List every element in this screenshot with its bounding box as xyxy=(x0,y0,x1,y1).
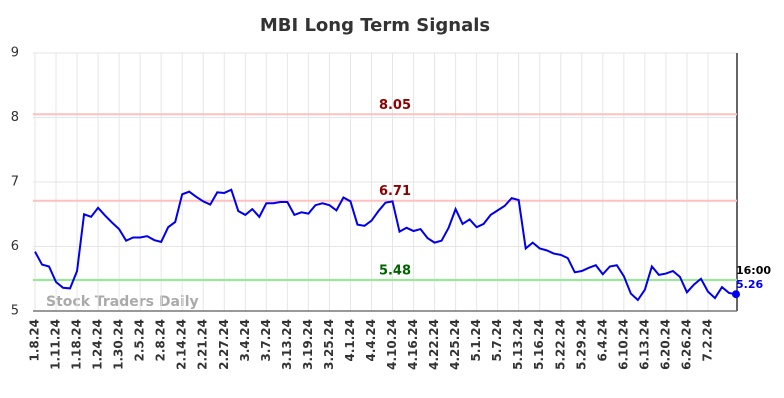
x-tick-label: 1.8.24 xyxy=(28,319,42,362)
y-tick-label: 7 xyxy=(11,175,19,190)
x-tick-label: 3.25.24 xyxy=(322,319,336,370)
x-tick-label: 3.4.24 xyxy=(238,319,252,362)
x-tick-label: 7.2.24 xyxy=(700,319,714,362)
x-tick-label: 1.30.24 xyxy=(112,319,126,370)
x-tick-label: 2.27.24 xyxy=(217,319,231,370)
x-tick-label: 5.7.24 xyxy=(490,319,504,362)
y-tick-label: 9 xyxy=(11,46,19,61)
x-tick-label: 1.24.24 xyxy=(91,319,105,370)
x-tick-label: 6.20.24 xyxy=(658,319,672,370)
x-tick-label: 2.14.24 xyxy=(175,319,189,370)
x-tick-label: 6.13.24 xyxy=(637,319,651,370)
x-tick-label: 4.10.24 xyxy=(385,319,399,370)
x-tick-label: 5.1.24 xyxy=(469,319,483,362)
watermark: Stock Traders Daily xyxy=(46,294,199,310)
y-tick-label: 6 xyxy=(11,239,19,254)
y-tick-label: 8 xyxy=(11,110,19,125)
x-tick-label: 6.26.24 xyxy=(679,319,693,370)
x-tick-label: 6.4.24 xyxy=(595,319,609,362)
x-tick-label: 4.4.24 xyxy=(364,319,378,362)
x-tick-label: 1.18.24 xyxy=(70,319,84,370)
x-tick-label: 4.22.24 xyxy=(427,319,441,370)
x-tick-label: 2.5.24 xyxy=(133,319,147,362)
x-tick-label: 3.13.24 xyxy=(280,319,294,370)
x-tick-label: 2.8.24 xyxy=(154,319,168,362)
x-tick-label: 3.19.24 xyxy=(301,319,315,370)
chart-title: MBI Long Term Signals xyxy=(260,15,490,36)
x-tick-label: 2.21.24 xyxy=(196,319,210,370)
last-value-label: 5.26 xyxy=(736,278,763,291)
x-tick-label: 5.13.24 xyxy=(511,319,525,370)
last-point xyxy=(732,290,740,299)
x-tick-label: 6.10.24 xyxy=(616,319,630,370)
signal-label: 6.71 xyxy=(379,184,411,199)
x-tick-label: 4.16.24 xyxy=(406,319,420,370)
y-tick-label: 5 xyxy=(11,304,19,319)
time-label: 16:00 xyxy=(736,264,771,277)
signal-label: 5.48 xyxy=(379,264,411,279)
series-line xyxy=(34,188,737,302)
x-tick-label: 5.16.24 xyxy=(532,319,546,370)
x-tick-label: 5.22.24 xyxy=(553,319,567,370)
x-tick-label: 4.1.24 xyxy=(343,319,357,362)
x-tick-label: 1.11.24 xyxy=(49,319,63,370)
x-tick-label: 3.7.24 xyxy=(259,319,273,362)
signal-label: 8.05 xyxy=(379,98,411,113)
x-tick-label: 4.25.24 xyxy=(448,319,462,370)
x-tick-label: 5.29.24 xyxy=(574,319,588,370)
